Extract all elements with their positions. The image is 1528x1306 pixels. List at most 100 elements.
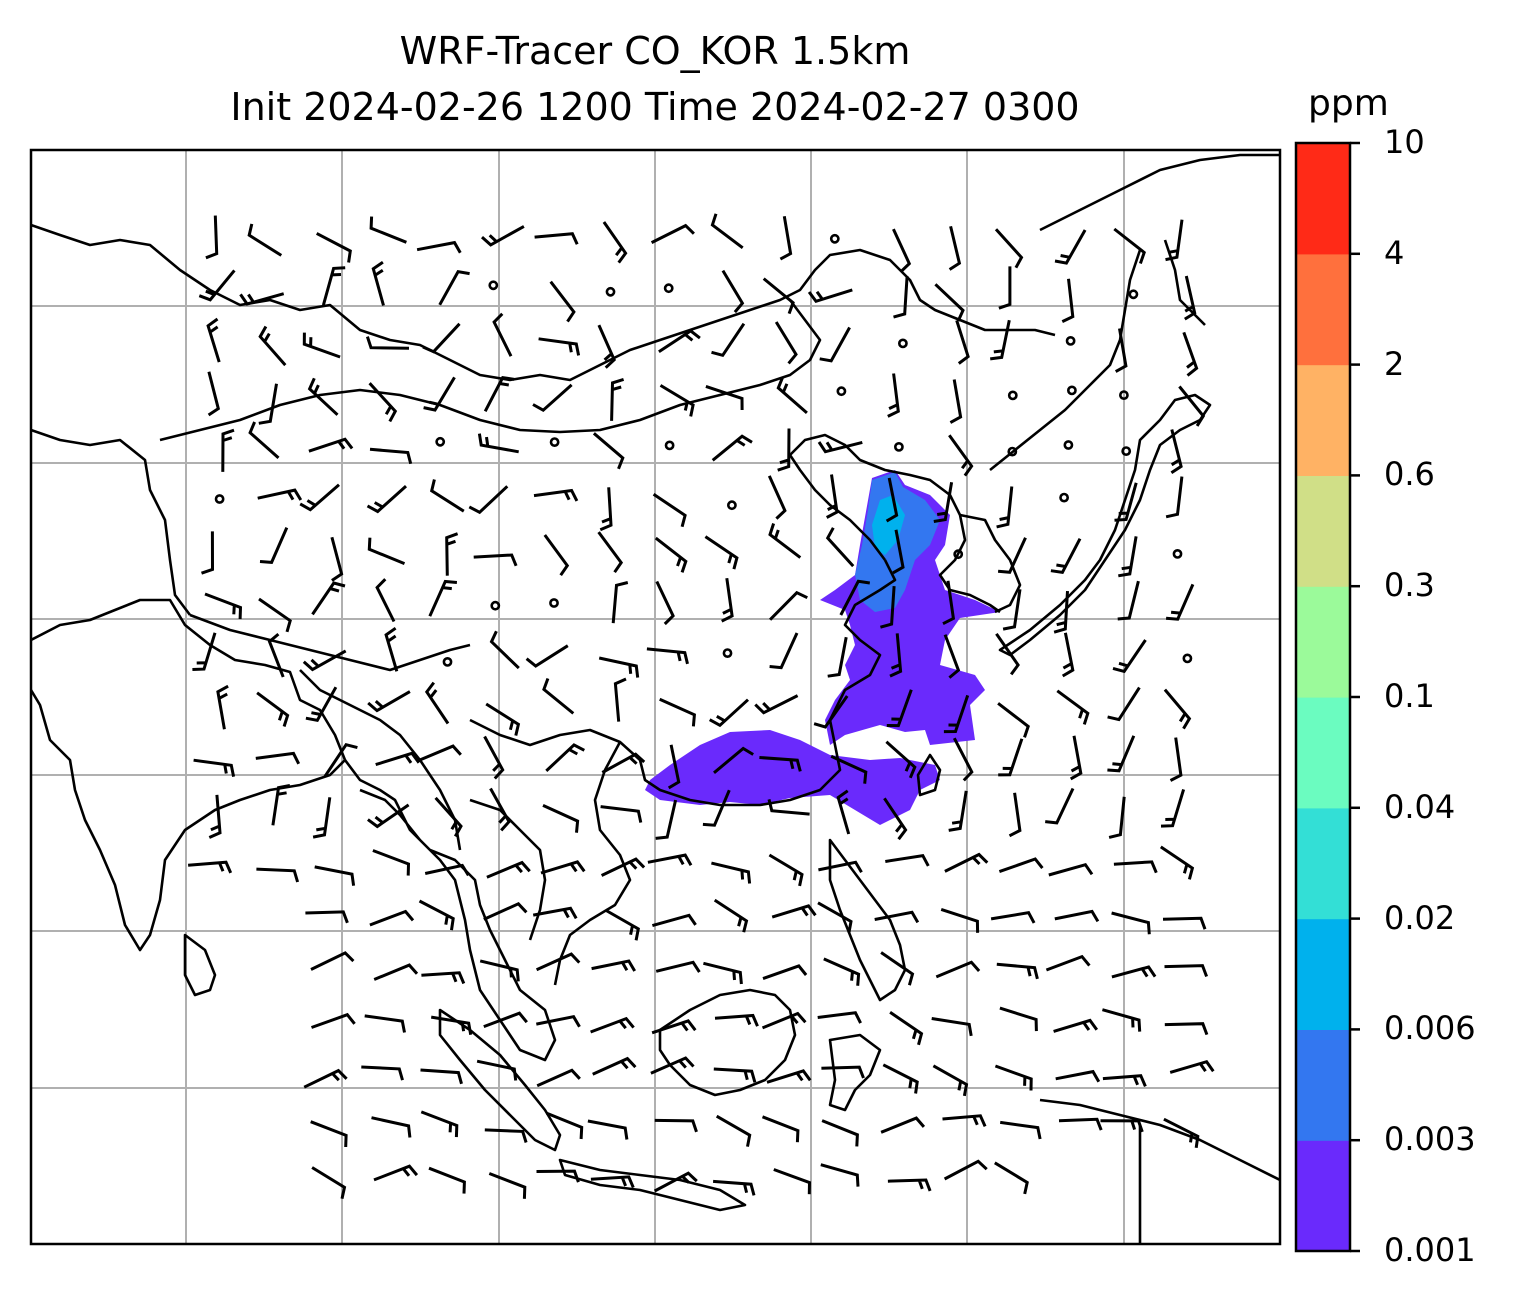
coast-sumatra bbox=[438, 1008, 562, 1152]
coast-thailand bbox=[469, 798, 547, 941]
wind-barb bbox=[1058, 1117, 1103, 1131]
wind-barb bbox=[990, 911, 1036, 924]
coast-taiwan bbox=[916, 753, 942, 797]
wind-barb bbox=[480, 225, 525, 247]
wind-barb bbox=[768, 853, 804, 887]
wind-barb bbox=[997, 702, 1030, 738]
colorbar-segment bbox=[1296, 475, 1350, 587]
calm-wind-marker bbox=[1182, 653, 1193, 664]
wind-barb bbox=[597, 324, 617, 369]
calm-wind-marker bbox=[663, 283, 674, 294]
wind-barb bbox=[766, 1069, 812, 1084]
wind-barb bbox=[952, 737, 974, 782]
wind-barb bbox=[759, 756, 802, 772]
wind-barb bbox=[943, 694, 970, 734]
wind-barb bbox=[1111, 911, 1151, 935]
calm-wind-marker bbox=[1067, 385, 1077, 396]
wind-barb bbox=[715, 1114, 752, 1147]
wind-barb bbox=[710, 213, 744, 249]
wind-barb bbox=[1184, 275, 1197, 321]
colorbar-segment bbox=[1296, 697, 1350, 809]
wind-barb bbox=[258, 325, 287, 367]
wind-barb bbox=[592, 1056, 637, 1076]
coastlines bbox=[31, 153, 1280, 1244]
wind-barb bbox=[999, 1006, 1038, 1032]
wind-barb bbox=[886, 689, 913, 728]
wind-barb bbox=[366, 484, 408, 514]
wind-barb bbox=[1045, 954, 1091, 972]
chart-title-line1: WRF-Tracer CO_KOR 1.5km bbox=[399, 29, 911, 73]
wind-barb bbox=[827, 636, 848, 678]
wind-barb bbox=[943, 634, 961, 679]
wind-barb bbox=[1061, 632, 1075, 678]
wind-barb bbox=[483, 735, 505, 780]
wind-barb bbox=[330, 536, 344, 582]
wind-barb bbox=[713, 746, 754, 774]
wind-barb bbox=[488, 1172, 527, 1199]
wind-barb bbox=[651, 913, 697, 928]
wind-barb bbox=[653, 1171, 698, 1193]
wind-barb bbox=[1159, 845, 1195, 880]
wind-barb bbox=[1102, 1074, 1147, 1087]
wind-barb bbox=[768, 523, 802, 559]
calm-wind-marker bbox=[894, 441, 904, 452]
wind-barb bbox=[600, 857, 646, 877]
wind-barb bbox=[654, 536, 688, 573]
calm-wind-marker bbox=[549, 598, 559, 608]
coast-vietnam bbox=[553, 741, 632, 986]
wind-barb bbox=[711, 861, 752, 884]
wind-barb bbox=[483, 375, 515, 412]
wind-barb bbox=[1108, 796, 1126, 839]
wind-barb bbox=[201, 531, 215, 575]
wind-barb bbox=[944, 852, 989, 873]
calm-wind-marker bbox=[605, 286, 616, 297]
wind-barb bbox=[477, 433, 519, 454]
colorbar-segment bbox=[1296, 1140, 1350, 1252]
wind-barb bbox=[1107, 686, 1141, 722]
wind-barb bbox=[1112, 639, 1147, 674]
colorbar-segment bbox=[1296, 586, 1350, 698]
wind-barb bbox=[384, 626, 399, 672]
wind-barb bbox=[934, 283, 965, 322]
wind-barb bbox=[830, 754, 868, 784]
wind-barb bbox=[893, 276, 909, 319]
wind-barb bbox=[942, 1114, 987, 1128]
wind-barb bbox=[542, 677, 575, 715]
coast-japan bbox=[998, 393, 1212, 657]
wind-barb bbox=[650, 223, 695, 244]
wind-barb bbox=[525, 644, 569, 668]
wind-barb bbox=[611, 581, 629, 624]
wind-barb bbox=[532, 383, 573, 413]
wind-barb bbox=[1165, 476, 1184, 519]
calm-wind-marker bbox=[1007, 446, 1018, 457]
wind-barb bbox=[776, 376, 808, 415]
calm-wind-marker bbox=[1172, 549, 1183, 559]
wind-barb bbox=[996, 962, 1039, 980]
calm-wind-marker bbox=[829, 233, 840, 244]
wind-barb bbox=[192, 632, 217, 671]
wind-barb bbox=[821, 1065, 865, 1079]
wind-barb bbox=[484, 1128, 528, 1143]
coast-china-north bbox=[159, 299, 822, 442]
wind-barb bbox=[418, 899, 455, 931]
wind-barb bbox=[1101, 1008, 1142, 1032]
wind-barb bbox=[839, 579, 871, 616]
wind-barb bbox=[1054, 909, 1100, 923]
wind-barb bbox=[420, 1068, 463, 1085]
wind-barb bbox=[485, 702, 521, 736]
calm-wind-marker bbox=[898, 338, 908, 349]
wind-barb bbox=[476, 1059, 518, 1081]
wind-barb bbox=[767, 799, 810, 816]
wind-barb bbox=[998, 738, 1024, 777]
coast-borneo bbox=[658, 988, 797, 1097]
wind-barb bbox=[774, 321, 798, 365]
calm-wind-marker bbox=[214, 494, 225, 504]
wind-barb bbox=[540, 860, 586, 875]
calm-wind-marker bbox=[1119, 390, 1129, 400]
wind-barb bbox=[438, 269, 470, 306]
wind-barb bbox=[1117, 580, 1140, 621]
wind-barb bbox=[1170, 429, 1183, 475]
wind-barb bbox=[935, 960, 981, 979]
wind-barb bbox=[545, 1111, 584, 1140]
wind-barb bbox=[598, 656, 640, 678]
